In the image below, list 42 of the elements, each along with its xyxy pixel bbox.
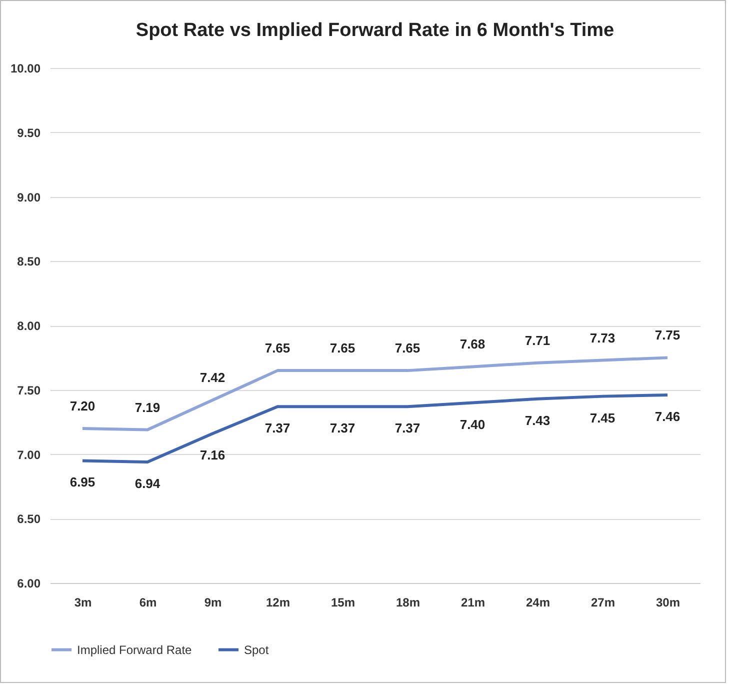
data-label: 7.19	[134, 400, 160, 415]
x-tick-label: 3m	[74, 596, 92, 610]
data-label: 7.37	[394, 420, 420, 436]
y-tick-label: 9.00	[17, 190, 41, 204]
x-tick-label: 27m	[590, 596, 616, 610]
data-label: 7.75	[654, 328, 680, 343]
x-tick-label: 15m	[330, 596, 356, 610]
x-tick-label: 21m	[460, 596, 486, 610]
data-label: 7.71	[524, 332, 550, 348]
data-label: 7.73	[590, 330, 616, 346]
chart-title: Spot Rate vs Implied Forward Rate in 6 Month's Time	[136, 20, 614, 41]
data-label: 7.45	[590, 410, 616, 426]
y-tick-label: 7.50	[17, 383, 41, 398]
data-label: 7.42	[200, 370, 226, 386]
data-label: 7.37	[330, 420, 356, 436]
y-tick-label: 6.00	[17, 576, 41, 590]
y-tick-label: 7.00	[17, 448, 41, 462]
x-tick-label: 6m	[139, 596, 157, 610]
legend-label: Implied Forward Rate	[77, 642, 192, 657]
x-tick-label: 12m	[266, 596, 290, 610]
data-label: 7.20	[70, 398, 96, 414]
data-label: 7.16	[200, 448, 226, 463]
data-label: 7.43	[524, 412, 550, 428]
x-tick-label: 30m	[656, 596, 680, 610]
data-label: 7.68	[460, 336, 486, 352]
data-label: 7.46	[654, 409, 680, 424]
x-tick-label: 24m	[526, 596, 550, 610]
data-label: 7.37	[264, 420, 290, 436]
x-tick-label: 9m	[204, 596, 222, 610]
y-tick-label: 6.50	[17, 512, 41, 526]
data-label: 6.94	[134, 476, 161, 491]
y-tick-label: 10.00	[10, 62, 41, 76]
x-tick-label: 18m	[396, 596, 420, 610]
data-label: 7.65	[330, 340, 356, 356]
data-label: 7.40	[460, 416, 486, 432]
legend-label: Spot	[244, 642, 270, 657]
y-tick-label: 8.50	[17, 254, 41, 269]
y-tick-label: 9.50	[17, 126, 41, 140]
data-label: 7.65	[264, 340, 290, 356]
data-label: 7.65	[394, 340, 420, 356]
y-tick-label: 8.00	[17, 319, 41, 333]
data-label: 6.95	[70, 474, 96, 490]
